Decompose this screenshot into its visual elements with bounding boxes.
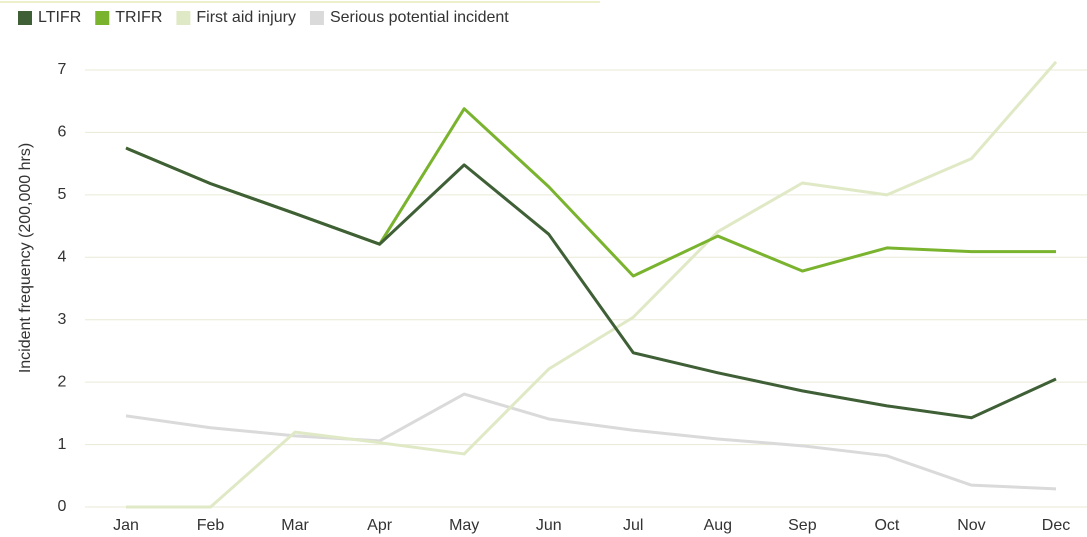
y-tick-label: 5 xyxy=(58,186,67,203)
y-tick-label: 6 xyxy=(58,124,67,141)
y-axis-label: Incident frequency (200,000 hrs) xyxy=(17,143,34,373)
x-tick-label: Oct xyxy=(874,517,899,534)
y-tick-label: 3 xyxy=(58,311,67,328)
series-line xyxy=(125,107,1056,278)
y-tick-label: 4 xyxy=(58,249,67,266)
x-tick-label: Dec xyxy=(1042,517,1070,534)
x-tick-label: Mar xyxy=(281,517,309,534)
legend-swatch xyxy=(309,11,324,25)
x-tick-label: Apr xyxy=(367,517,393,534)
y-tick-label: 2 xyxy=(58,373,67,390)
legend-swatch xyxy=(95,11,110,25)
legend-swatch xyxy=(18,11,32,25)
series-line xyxy=(125,146,1057,420)
series-line xyxy=(126,60,1058,509)
y-tick-label: 7 xyxy=(58,61,67,78)
x-tick-label: Jan xyxy=(113,517,139,534)
legend-swatch xyxy=(176,11,191,25)
x-tick-label: Aug xyxy=(704,517,732,534)
legend-label: LTIFR xyxy=(38,9,81,26)
legend-label: TRIFR xyxy=(115,9,162,26)
y-tick-label: 1 xyxy=(58,436,67,453)
x-tick-label: Jul xyxy=(623,517,643,534)
legend-label: Serious potential incident xyxy=(330,9,509,26)
series-line xyxy=(125,392,1057,491)
y-tick-label: 0 xyxy=(58,498,67,515)
legend-label: First aid injury xyxy=(196,9,296,26)
x-tick-label: Jun xyxy=(536,517,562,534)
x-tick-label: Nov xyxy=(957,517,985,534)
x-tick-label: Sep xyxy=(788,517,817,534)
x-tick-label: May xyxy=(449,517,479,534)
x-tick-label: Feb xyxy=(197,517,225,534)
